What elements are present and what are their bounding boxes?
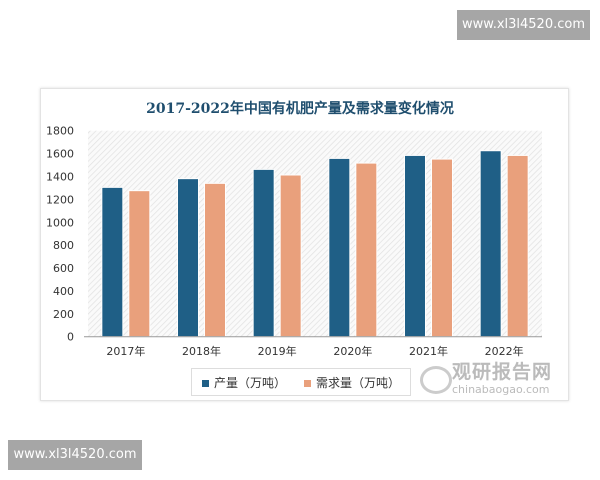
x-tick-label: 2022年 <box>485 344 524 358</box>
watermark-top: www.xl3l4520.com <box>457 10 590 40</box>
x-tick-label: 2020年 <box>333 344 372 358</box>
logo-mark-icon <box>420 366 452 394</box>
bar-demand <box>128 190 151 338</box>
x-tick-label: 2018年 <box>182 344 221 358</box>
bar-production <box>404 154 426 338</box>
x-tick-label: 2019年 <box>258 344 297 358</box>
logo-text: 观研报告网 <box>452 361 553 383</box>
y-tick-label: 200 <box>53 308 74 321</box>
plot-area <box>88 130 542 337</box>
y-tick-label: 400 <box>53 285 74 298</box>
x-tick-label: 2021年 <box>409 344 448 358</box>
bar-production <box>479 150 502 338</box>
bar-demand <box>279 174 302 338</box>
y-tick-label: 1400 <box>46 170 74 183</box>
bar-production <box>101 186 124 338</box>
logo: 观研报告网 chinabaogao.com <box>418 362 552 396</box>
watermark-bottom: www.xl3l4520.com <box>8 440 142 470</box>
bar-production <box>328 157 351 338</box>
legend-label: 需求量（万吨） <box>316 375 401 390</box>
y-tick-label: 800 <box>53 239 74 252</box>
chart-frame <box>40 88 569 401</box>
bar-demand <box>431 158 453 338</box>
chart-title: 2017-2022年中国有机肥产量及需求量变化情况 <box>146 101 454 117</box>
legend-item-demand: 需求量（万吨） <box>304 374 400 391</box>
bar-demand <box>204 182 226 338</box>
y-tick-label: 0 <box>67 331 74 344</box>
y-tick-label: 1800 <box>46 125 74 138</box>
bar-demand <box>355 162 378 338</box>
bar-production <box>252 168 275 338</box>
legend-label: 产量（万吨） <box>213 375 286 390</box>
y-tick-label: 600 <box>53 262 74 275</box>
y-tick-label: 1600 <box>46 148 74 161</box>
logo-url: chinabaogao.com <box>452 383 550 396</box>
x-tick-label: 2017年 <box>106 344 145 358</box>
legend-swatch <box>201 379 209 387</box>
legend-swatch <box>304 379 311 387</box>
legend: 产量（万吨） 需求量（万吨） <box>191 368 411 396</box>
bar-production <box>177 178 199 338</box>
bar-demand <box>506 154 529 338</box>
y-tick-label: 1000 <box>46 216 74 229</box>
legend-item-production: 产量（万吨） <box>201 374 286 391</box>
y-tick-label: 1200 <box>46 193 74 206</box>
